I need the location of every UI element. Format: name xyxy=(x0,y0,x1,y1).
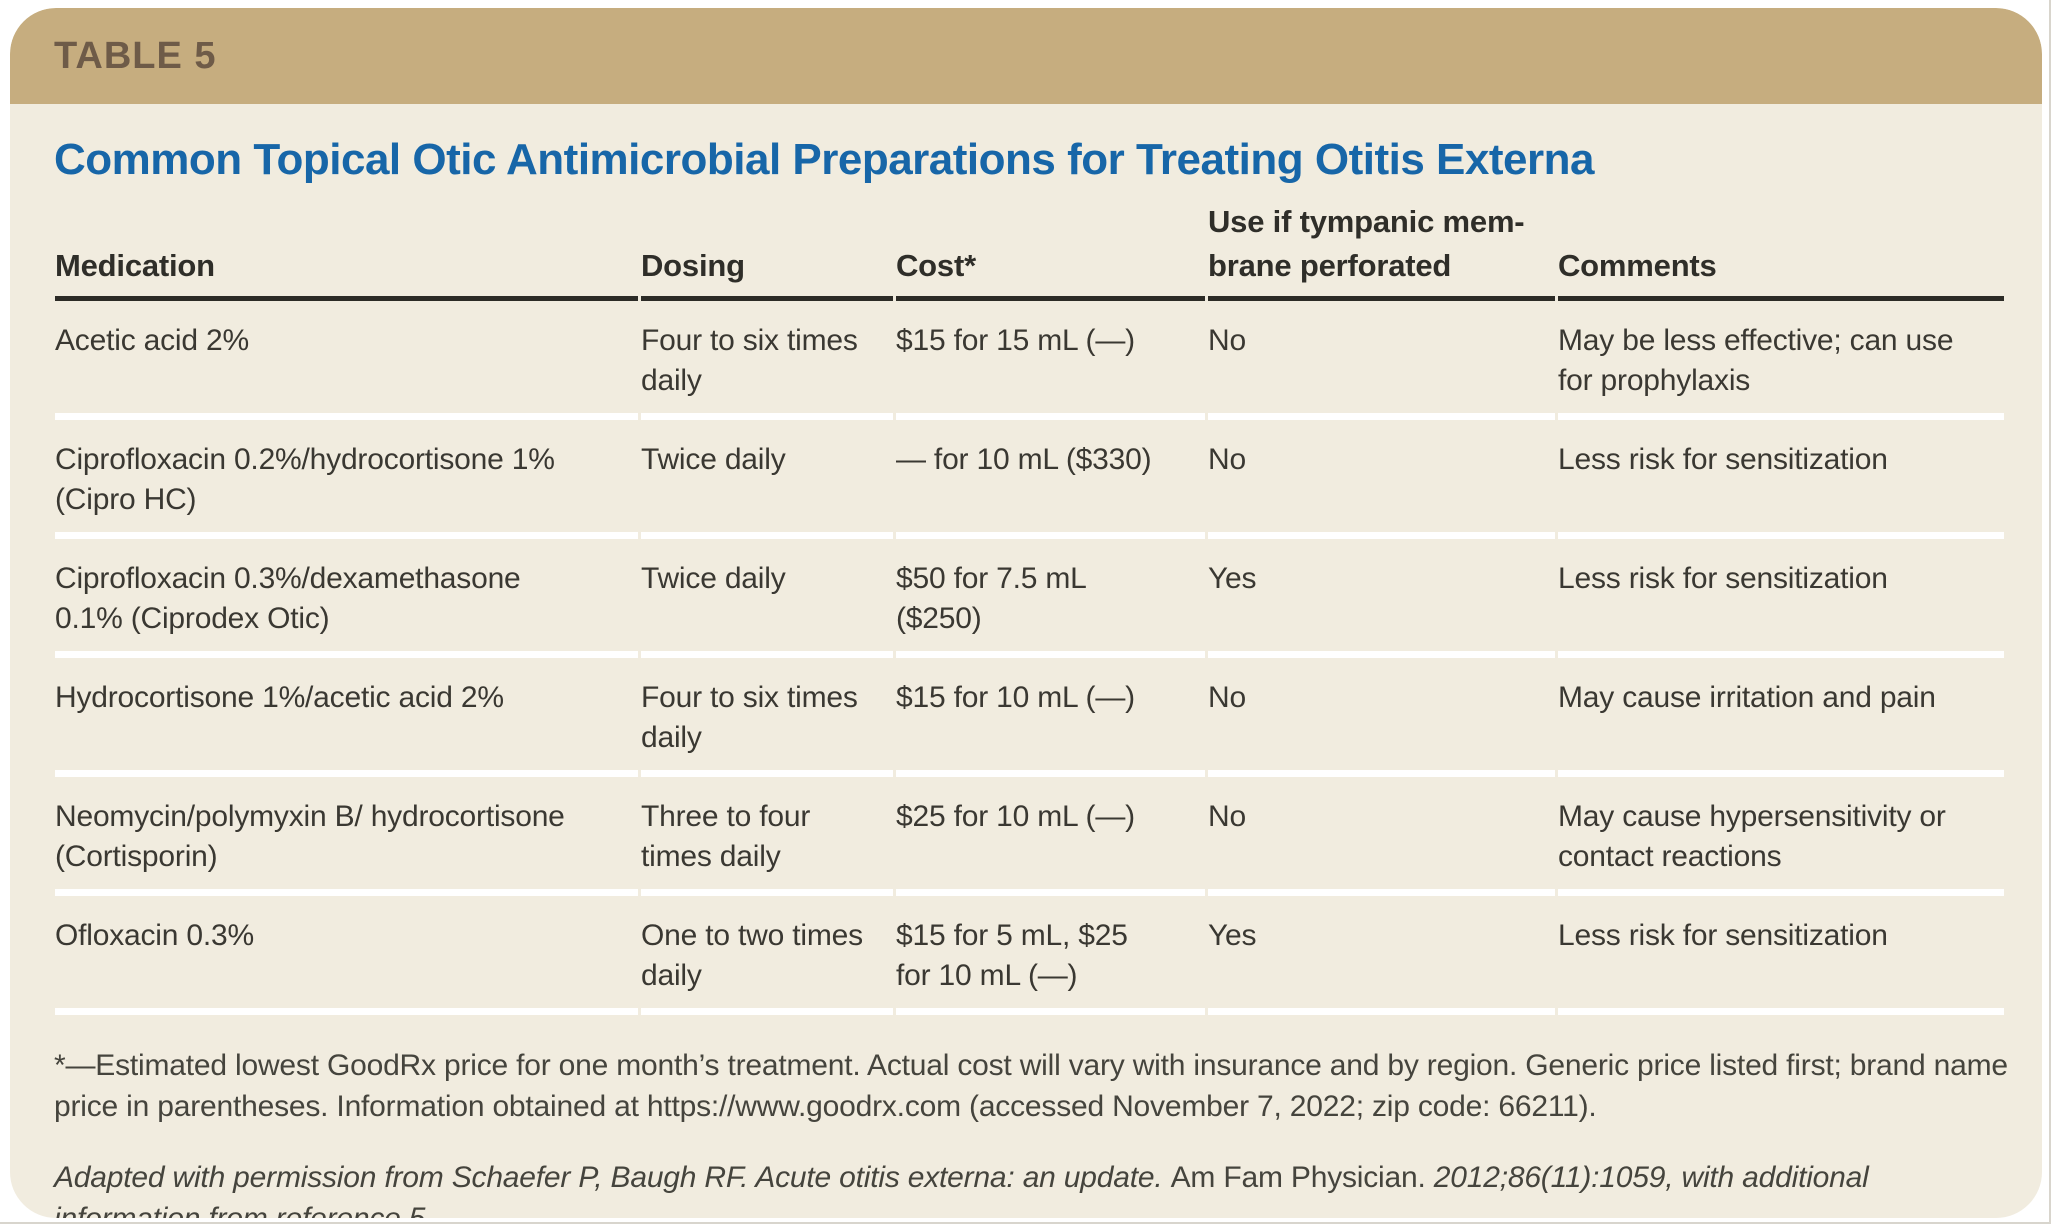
cell-tympanic: No xyxy=(1208,420,1555,539)
cell-tympanic: No xyxy=(1208,777,1555,896)
table-number-label: TABLE 5 xyxy=(54,34,217,77)
table-row: Hydrocortisone 1%/acetic acid 2% Four to… xyxy=(55,658,2004,777)
cell-cost: $15 for 15 mL (—) xyxy=(896,301,1205,420)
cell-comments: Less risk for sensitization xyxy=(1558,896,2004,1015)
cell-dosing: One to two times daily xyxy=(641,896,893,1015)
table-row: Ciprofloxacin 0.2%/hydrocortisone 1% (Ci… xyxy=(55,420,2004,539)
table-card: TABLE 5 Common Topical Otic Antimicrobia… xyxy=(10,8,2042,1218)
cell-dosing: Three to four times daily xyxy=(641,777,893,896)
cell-cost: — for 10 mL ($330) xyxy=(896,420,1205,539)
cell-comments: Less risk for sensitization xyxy=(1558,420,2004,539)
column-header-cost: Cost* xyxy=(896,200,1205,301)
column-header-comments: Comments xyxy=(1558,200,2004,301)
cell-tympanic: No xyxy=(1208,658,1555,777)
cell-comments: May cause hypersensitivity or contact re… xyxy=(1558,777,2004,896)
table-number-band: TABLE 5 xyxy=(10,8,2042,104)
attribution-italic-lead: Adapted with permission from Schaefer P,… xyxy=(54,1161,1171,1194)
attribution-footnote: Adapted with permission from Schaefer P,… xyxy=(54,1157,2012,1218)
preparations-table: Medication Dosing Cost* Use if tympanic … xyxy=(52,200,2007,1015)
table-row: Acetic acid 2% Four to six times daily $… xyxy=(55,301,2004,420)
cell-cost: $15 for 5 mL, $25 for 10 mL (—) xyxy=(896,896,1205,1015)
cell-cost: $15 for 10 mL (—) xyxy=(896,658,1205,777)
cell-medication: Neomycin/polymyxin B/ hydrocortisone (Co… xyxy=(55,777,638,896)
cell-dosing: Twice daily xyxy=(641,539,893,658)
cell-tympanic: No xyxy=(1208,301,1555,420)
cell-dosing: Four to six times daily xyxy=(641,301,893,420)
cell-comments: May be less effective; can use for proph… xyxy=(1558,301,2004,420)
cell-medication: Ciprofloxacin 0.2%/hydrocortisone 1% (Ci… xyxy=(55,420,638,539)
cell-medication: Hydrocortisone 1%/acetic acid 2% xyxy=(55,658,638,777)
column-header-dosing: Dosing xyxy=(641,200,893,301)
cell-dosing: Twice daily xyxy=(641,420,893,539)
cost-footnote: *—Estimated lowest GoodRx price for one … xyxy=(54,1049,2008,1123)
cell-cost: $25 for 10 mL (—) xyxy=(896,777,1205,896)
table-row: Ofloxacin 0.3% One to two times daily $1… xyxy=(55,896,2004,1015)
cell-comments: May cause irritation and pain xyxy=(1558,658,2004,777)
attribution-journal-name: Am Fam Physician. xyxy=(1170,1161,1434,1194)
cell-tympanic: Yes xyxy=(1208,539,1555,658)
cell-medication: Ciprofloxacin 0.3%/dexamethasone 0.1% (C… xyxy=(55,539,638,658)
cell-medication: Ofloxacin 0.3% xyxy=(55,896,638,1015)
cell-comments: Less risk for sensitization xyxy=(1558,539,2004,658)
table-title: Common Topical Otic Antimicrobial Prepar… xyxy=(54,135,1594,184)
cell-tympanic: Yes xyxy=(1208,896,1555,1015)
column-header-tympanic: Use if tympanic mem- brane perforated xyxy=(1208,200,1555,301)
footnotes-section: *—Estimated lowest GoodRx price for one … xyxy=(54,1045,2012,1218)
cell-dosing: Four to six times daily xyxy=(641,658,893,777)
table-row: Neomycin/polymyxin B/ hydrocortisone (Co… xyxy=(55,777,2004,896)
table-row: Ciprofloxacin 0.3%/dexamethasone 0.1% (C… xyxy=(55,539,2004,658)
header-row: Medication Dosing Cost* Use if tympanic … xyxy=(55,200,2004,301)
cell-cost: $50 for 7.5 mL ($250) xyxy=(896,539,1205,658)
attribution-italic-tail: 2012;86(11):1059, with additional inform… xyxy=(54,1161,1869,1218)
cell-medication: Acetic acid 2% xyxy=(55,301,638,420)
column-header-medication: Medication xyxy=(55,200,638,301)
